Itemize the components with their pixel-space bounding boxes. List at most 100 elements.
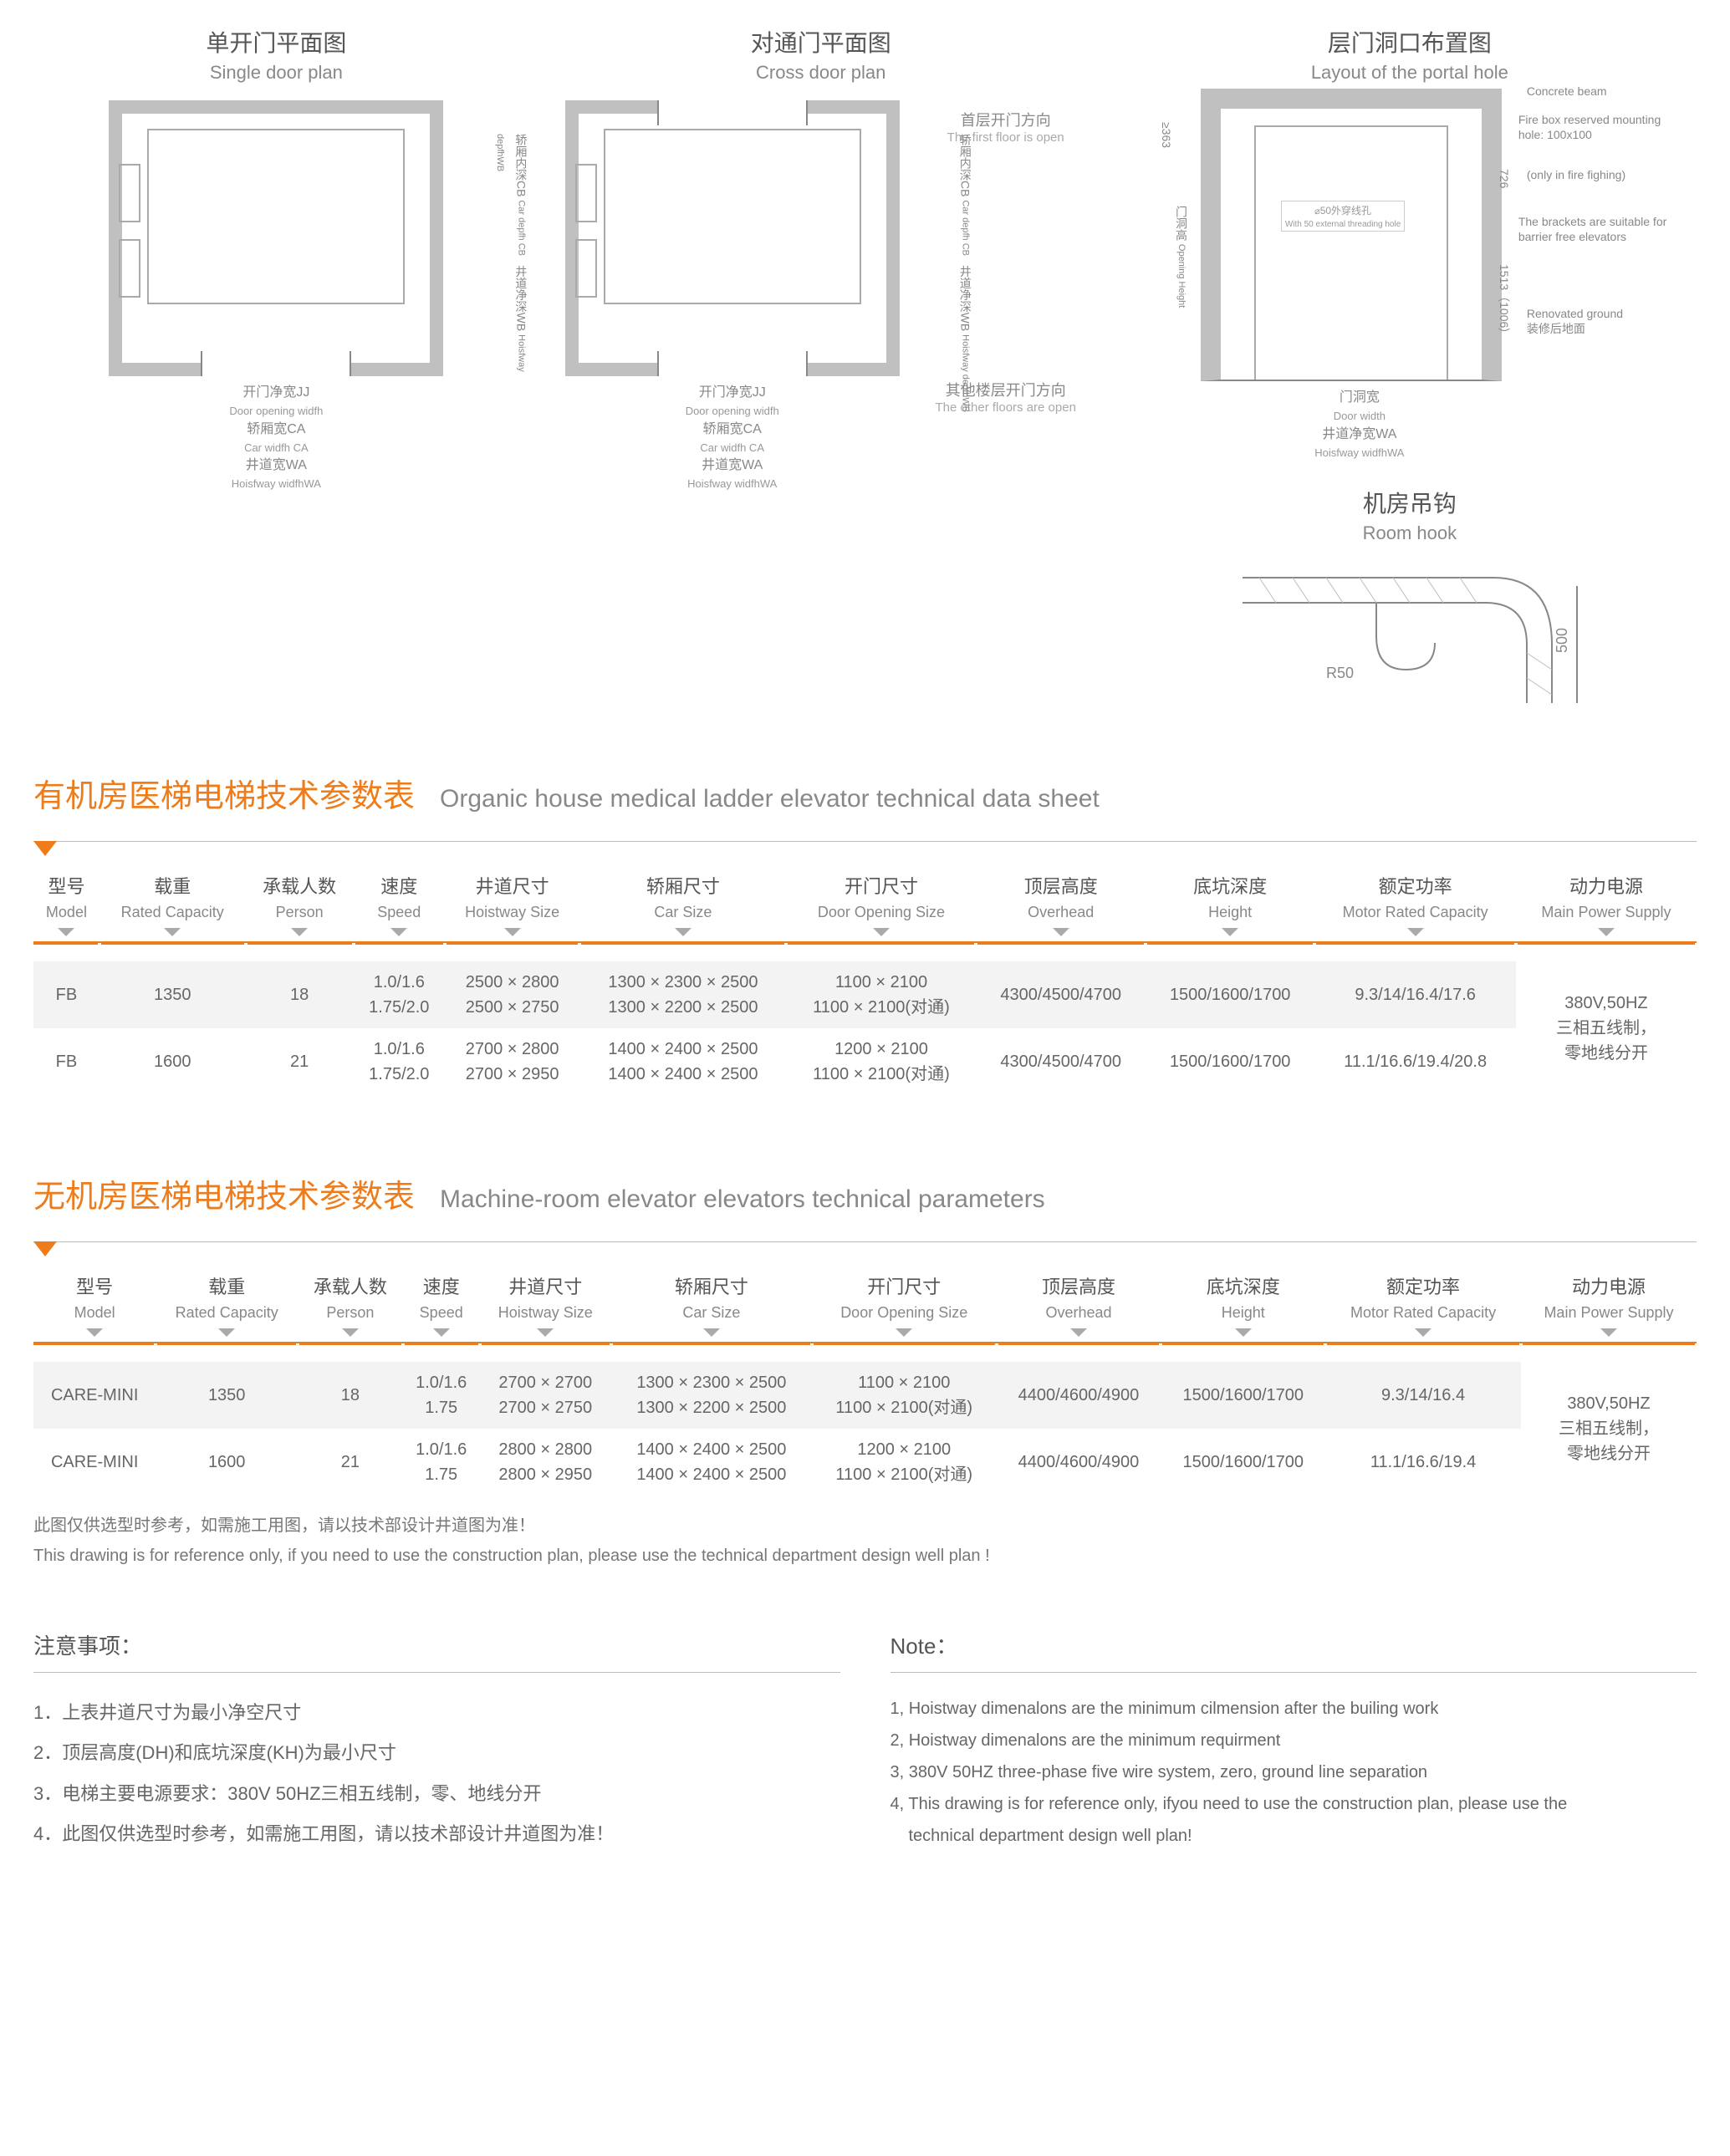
portal-title-cn: 层门洞口布置图 xyxy=(1123,25,1697,59)
table-cell: 1500/1600/1700 xyxy=(1146,1028,1314,1095)
portal-ann-ground: Renovated ground装修后地面 xyxy=(1527,306,1669,336)
diagram-cross-title-cn: 对通门平面图 xyxy=(553,25,1090,59)
table-cell: 9.3/14/16.4/17.6 xyxy=(1314,961,1516,1028)
col-header: 井道尺寸Hoistway Size xyxy=(480,1265,611,1343)
diagram-cross-door: 对通门平面图 Cross door plan 轿厢内深CB Car depfh … xyxy=(553,25,1090,492)
hook-title-en: Room hook xyxy=(1123,522,1697,544)
col-header: 载重Rated Capacity xyxy=(156,1265,298,1343)
spec-table-1: 型号Model载重Rated Capacity承载人数Person速度Speed… xyxy=(33,864,1697,1095)
table-cell: 1300 × 2300 × 25001300 × 2200 × 2500 xyxy=(611,1362,812,1429)
table-row: FB1600211.0/1.61.75/2.02700 × 28002700 ×… xyxy=(33,1028,1697,1095)
col-header: 承载人数Person xyxy=(246,864,354,943)
col-header: 载重Rated Capacity xyxy=(100,864,246,943)
svg-text:R50: R50 xyxy=(1326,665,1354,681)
triangle-marker-icon xyxy=(33,1241,57,1256)
table-row: CARE-MINI1600211.0/1.61.752800 × 2800280… xyxy=(33,1429,1697,1496)
portal-dim-726: 726 xyxy=(1497,169,1512,188)
col-header: 底坑深度Height xyxy=(1161,1265,1325,1343)
table-cell: 1.0/1.61.75 xyxy=(403,1362,480,1429)
table-cell: 9.3/14/16.4 xyxy=(1325,1362,1521,1429)
section1-title-cn: 有机房医梯电梯技术参数表 xyxy=(33,770,415,816)
table-cell: 1400 × 2400 × 25001400 × 2400 × 2500 xyxy=(611,1429,812,1496)
table-cell: 1.0/1.61.75 xyxy=(403,1429,480,1496)
table-cell: 1.0/1.61.75/2.0 xyxy=(354,1028,445,1095)
col-header: 轿厢尺寸Car Size xyxy=(611,1265,812,1343)
col-header: 动力电源Main Power Supply xyxy=(1516,864,1697,943)
table-cell: 18 xyxy=(298,1362,403,1429)
col-header: 轿厢尺寸Car Size xyxy=(579,864,786,943)
svg-text:500: 500 xyxy=(1554,628,1570,653)
diagram-cross-title-en: Cross door plan xyxy=(553,62,1090,84)
col-header: 承载人数Person xyxy=(298,1265,403,1343)
diagram-single-vlabels: 轿厢内深CB Car depfh CB 井道净深WB Hoisfway depf… xyxy=(489,134,531,376)
portal-ann-brackets: The brackets are suitable for barrier fr… xyxy=(1518,214,1669,244)
section-head-1: 有机房医梯电梯技术参数表 Organic house medical ladde… xyxy=(33,770,1697,816)
divider xyxy=(33,1241,1697,1242)
section-head-2: 无机房医梯电梯技术参数表 Machine-room elevator eleva… xyxy=(33,1170,1697,1216)
note-item: 3, 380V 50HZ three-phase five wire syste… xyxy=(891,1756,1697,1788)
note-item: 3．电梯主要电源要求：380V 50HZ三相五线制，零、地线分开 xyxy=(33,1774,840,1814)
diagram-cross-vlabels: 轿厢内深CB Car depfh CB 井道净深WB Hoisfway depf… xyxy=(955,134,976,412)
table-cell: 1500/1600/1700 xyxy=(1161,1429,1325,1496)
diagram-single-dims: 开门净宽JJ Door opening widfh 轿厢宽CA Car widf… xyxy=(33,383,519,492)
table2-footnote: 此图仅供选型时参考，如需施工用图，请以技术部设计井道图为准！ This draw… xyxy=(33,1511,1697,1571)
diagram-single-title-cn: 单开门平面图 xyxy=(33,25,519,59)
table-cell: 1200 × 21001100 × 2100(对通) xyxy=(786,1028,976,1095)
col-header: 额定功率Motor Rated Capacity xyxy=(1314,864,1516,943)
triangle-marker-icon xyxy=(33,841,57,856)
table-cell: 21 xyxy=(246,1028,354,1095)
table-cell: 11.1/16.6/19.4 xyxy=(1325,1429,1521,1496)
note-item: 1．上表井道尺寸为最小净空尺寸 xyxy=(33,1693,840,1733)
notes-heading-cn: 注意事项： xyxy=(33,1629,840,1673)
table-cell: 1.0/1.61.75/2.0 xyxy=(354,961,445,1028)
section2-title-en: Machine-room elevator elevators technica… xyxy=(440,1185,1045,1214)
table-row: CARE-MINI1350181.0/1.61.752700 × 2700270… xyxy=(33,1362,1697,1429)
note-item: 2, Hoistway dimenalons are the minimum r… xyxy=(891,1725,1697,1756)
table-cell: 2700 × 28002700 × 2950 xyxy=(445,1028,580,1095)
table-cell: FB xyxy=(33,1028,100,1095)
col-header: 开门尺寸Door Opening Size xyxy=(786,864,976,943)
col-header: 井道尺寸Hoistway Size xyxy=(445,864,580,943)
table-cell: 1600 xyxy=(100,1028,246,1095)
table-cell: 1600 xyxy=(156,1429,298,1496)
portal-dim-top: ≥363 xyxy=(1159,122,1174,148)
table-cell: 4400/4600/4900 xyxy=(997,1362,1161,1429)
note-item: technical department design well plan! xyxy=(891,1820,1697,1852)
table-cell: 1500/1600/1700 xyxy=(1146,961,1314,1028)
notes-row: 注意事项： 1．上表井道尺寸为最小净空尺寸2．顶层高度(DH)和底坑深度(KH)… xyxy=(33,1629,1697,1855)
cross-note-first: 首层开门方向 The first floor is open xyxy=(922,109,1090,145)
section2-title-cn: 无机房医梯电梯技术参数表 xyxy=(33,1170,415,1216)
table-cell: 21 xyxy=(298,1429,403,1496)
portal-ann-fire: (only in fire fighing) xyxy=(1527,167,1669,182)
table-cell: 18 xyxy=(246,961,354,1028)
table-cell: 1500/1600/1700 xyxy=(1161,1362,1325,1429)
note-item: 2．顶层高度(DH)和底坑深度(KH)为最小尺寸 xyxy=(33,1733,840,1773)
col-header: 型号Model xyxy=(33,1265,156,1343)
col-header: 额定功率Motor Rated Capacity xyxy=(1325,1265,1521,1343)
portal-title-en: Layout of the portal hole xyxy=(1123,62,1697,84)
table-cell: 2800 × 28002800 × 2950 xyxy=(480,1429,611,1496)
diagram-single-title-en: Single door plan xyxy=(33,62,519,84)
note-item: 1, Hoistway dimenalons are the minimum c… xyxy=(891,1693,1697,1725)
diagrams-row: 单开门平面图 Single door plan 轿厢内深CB Car depfh… xyxy=(33,25,1697,711)
portal-ann-firebox: Fire box reserved mounting hole: 100x100 xyxy=(1518,112,1669,142)
col-header: 顶层高度Overhead xyxy=(976,864,1145,943)
col-header: 速度Speed xyxy=(403,1265,480,1343)
table-cell: 4300/4500/4700 xyxy=(976,961,1145,1028)
table-cell: 1400 × 2400 × 25001400 × 2400 × 2500 xyxy=(579,1028,786,1095)
note-item: 4．此图仅供选型时参考，如需施工用图，请以技术部设计井道图为准！ xyxy=(33,1814,840,1854)
spec-table-2: 型号Model载重Rated Capacity承载人数Person速度Speed… xyxy=(33,1265,1697,1496)
col-header: 顶层高度Overhead xyxy=(997,1265,1161,1343)
notes-col-en: Note： 1, Hoistway dimenalons are the min… xyxy=(891,1629,1697,1855)
table-cell: 1300 × 2300 × 25001300 × 2200 × 2500 xyxy=(579,961,786,1028)
table-cell: 2500 × 28002500 × 2750 xyxy=(445,961,580,1028)
table-cell: 1100 × 21001100 × 2100(对通) xyxy=(812,1362,997,1429)
note-item: 4, This drawing is for reference only, i… xyxy=(891,1788,1697,1820)
table-cell: CARE-MINI xyxy=(33,1362,156,1429)
portal-ann-concrete: Concrete beam xyxy=(1527,84,1669,99)
divider xyxy=(33,841,1697,842)
table-cell: 4400/4600/4900 xyxy=(997,1429,1161,1496)
diagram-single-door: 单开门平面图 Single door plan 轿厢内深CB Car depfh… xyxy=(33,25,519,492)
hook-svg: R50 500 xyxy=(1226,553,1594,711)
portal-opening-label: 门洞高 Opening Height xyxy=(1174,206,1189,308)
